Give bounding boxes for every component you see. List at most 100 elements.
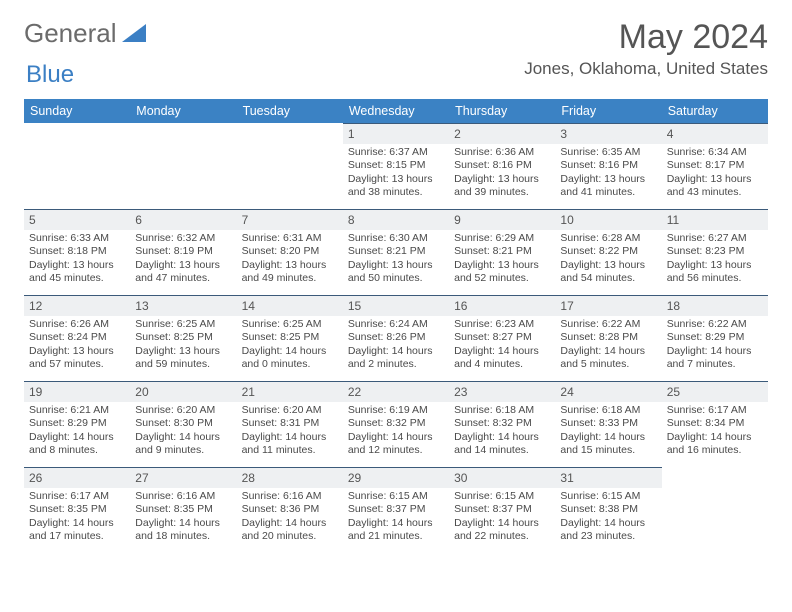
day-number: 25 [662,381,768,402]
day-number: 18 [662,295,768,316]
calendar-day-cell [662,467,768,553]
calendar-day-cell: 25Sunrise: 6:17 AMSunset: 8:34 PMDayligh… [662,381,768,467]
weekday-header: Thursday [449,99,555,123]
calendar-day-cell: 26Sunrise: 6:17 AMSunset: 8:35 PMDayligh… [24,467,130,553]
day-number: 15 [343,295,449,316]
brand-part1: General [24,18,117,49]
day-number: 22 [343,381,449,402]
calendar-day-cell: 12Sunrise: 6:26 AMSunset: 8:24 PMDayligh… [24,295,130,381]
calendar-day-cell: 2Sunrise: 6:36 AMSunset: 8:16 PMDaylight… [449,123,555,209]
day-number: 19 [24,381,130,402]
day-number: 14 [237,295,343,316]
calendar-day-cell: 15Sunrise: 6:24 AMSunset: 8:26 PMDayligh… [343,295,449,381]
weekday-header: Sunday [24,99,130,123]
day-details: Sunrise: 6:34 AMSunset: 8:17 PMDaylight:… [662,144,768,204]
day-details: Sunrise: 6:16 AMSunset: 8:36 PMDaylight:… [237,488,343,548]
day-number: 20 [130,381,236,402]
day-details: Sunrise: 6:17 AMSunset: 8:35 PMDaylight:… [24,488,130,548]
calendar-day-cell: 29Sunrise: 6:15 AMSunset: 8:37 PMDayligh… [343,467,449,553]
calendar-day-cell: 8Sunrise: 6:30 AMSunset: 8:21 PMDaylight… [343,209,449,295]
day-details: Sunrise: 6:25 AMSunset: 8:25 PMDaylight:… [130,316,236,376]
day-number: 23 [449,381,555,402]
day-number: 11 [662,209,768,230]
calendar-week-row: 5Sunrise: 6:33 AMSunset: 8:18 PMDaylight… [24,209,768,295]
day-number: 3 [555,123,661,144]
calendar-day-cell: 31Sunrise: 6:15 AMSunset: 8:38 PMDayligh… [555,467,661,553]
day-details: Sunrise: 6:18 AMSunset: 8:32 PMDaylight:… [449,402,555,462]
day-number: 21 [237,381,343,402]
calendar-day-cell: 6Sunrise: 6:32 AMSunset: 8:19 PMDaylight… [130,209,236,295]
location-text: Jones, Oklahoma, United States [524,59,768,79]
calendar-day-cell: 20Sunrise: 6:20 AMSunset: 8:30 PMDayligh… [130,381,236,467]
day-details: Sunrise: 6:36 AMSunset: 8:16 PMDaylight:… [449,144,555,204]
day-details: Sunrise: 6:31 AMSunset: 8:20 PMDaylight:… [237,230,343,290]
day-details: Sunrise: 6:19 AMSunset: 8:32 PMDaylight:… [343,402,449,462]
brand-triangle-icon [122,18,146,49]
weekday-header: Friday [555,99,661,123]
brand-part2: Blue [26,61,74,89]
calendar-day-cell [130,123,236,209]
day-details: Sunrise: 6:21 AMSunset: 8:29 PMDaylight:… [24,402,130,462]
day-number: 16 [449,295,555,316]
day-details: Sunrise: 6:37 AMSunset: 8:15 PMDaylight:… [343,144,449,204]
calendar-day-cell [24,123,130,209]
calendar-day-cell: 23Sunrise: 6:18 AMSunset: 8:32 PMDayligh… [449,381,555,467]
title-block: May 2024 Jones, Oklahoma, United States [524,18,768,79]
day-number: 10 [555,209,661,230]
day-details: Sunrise: 6:20 AMSunset: 8:30 PMDaylight:… [130,402,236,462]
day-number: 13 [130,295,236,316]
calendar-week-row: 26Sunrise: 6:17 AMSunset: 8:35 PMDayligh… [24,467,768,553]
day-number: 24 [555,381,661,402]
calendar-head: SundayMondayTuesdayWednesdayThursdayFrid… [24,99,768,123]
day-number: 28 [237,467,343,488]
calendar-day-cell: 10Sunrise: 6:28 AMSunset: 8:22 PMDayligh… [555,209,661,295]
day-number: 31 [555,467,661,488]
day-details: Sunrise: 6:23 AMSunset: 8:27 PMDaylight:… [449,316,555,376]
day-number: 2 [449,123,555,144]
day-details: Sunrise: 6:18 AMSunset: 8:33 PMDaylight:… [555,402,661,462]
day-details: Sunrise: 6:15 AMSunset: 8:37 PMDaylight:… [343,488,449,548]
day-number: 7 [237,209,343,230]
day-details: Sunrise: 6:28 AMSunset: 8:22 PMDaylight:… [555,230,661,290]
calendar-body: 1Sunrise: 6:37 AMSunset: 8:15 PMDaylight… [24,123,768,553]
day-number: 26 [24,467,130,488]
day-number: 6 [130,209,236,230]
brand-logo: General [24,18,148,49]
day-details: Sunrise: 6:15 AMSunset: 8:37 PMDaylight:… [449,488,555,548]
weekday-header: Tuesday [237,99,343,123]
day-details: Sunrise: 6:22 AMSunset: 8:29 PMDaylight:… [662,316,768,376]
weekday-header: Monday [130,99,236,123]
day-details: Sunrise: 6:32 AMSunset: 8:19 PMDaylight:… [130,230,236,290]
day-details: Sunrise: 6:24 AMSunset: 8:26 PMDaylight:… [343,316,449,376]
calendar-day-cell: 3Sunrise: 6:35 AMSunset: 8:16 PMDaylight… [555,123,661,209]
calendar-day-cell: 7Sunrise: 6:31 AMSunset: 8:20 PMDaylight… [237,209,343,295]
day-details: Sunrise: 6:26 AMSunset: 8:24 PMDaylight:… [24,316,130,376]
calendar-week-row: 19Sunrise: 6:21 AMSunset: 8:29 PMDayligh… [24,381,768,467]
day-details: Sunrise: 6:30 AMSunset: 8:21 PMDaylight:… [343,230,449,290]
day-details: Sunrise: 6:27 AMSunset: 8:23 PMDaylight:… [662,230,768,290]
day-number: 8 [343,209,449,230]
day-number: 30 [449,467,555,488]
day-details: Sunrise: 6:29 AMSunset: 8:21 PMDaylight:… [449,230,555,290]
calendar-day-cell: 17Sunrise: 6:22 AMSunset: 8:28 PMDayligh… [555,295,661,381]
day-details: Sunrise: 6:25 AMSunset: 8:25 PMDaylight:… [237,316,343,376]
calendar-day-cell: 4Sunrise: 6:34 AMSunset: 8:17 PMDaylight… [662,123,768,209]
calendar-day-cell: 11Sunrise: 6:27 AMSunset: 8:23 PMDayligh… [662,209,768,295]
day-number: 29 [343,467,449,488]
calendar-day-cell: 18Sunrise: 6:22 AMSunset: 8:29 PMDayligh… [662,295,768,381]
day-details: Sunrise: 6:20 AMSunset: 8:31 PMDaylight:… [237,402,343,462]
calendar-day-cell: 5Sunrise: 6:33 AMSunset: 8:18 PMDaylight… [24,209,130,295]
calendar-day-cell: 28Sunrise: 6:16 AMSunset: 8:36 PMDayligh… [237,467,343,553]
calendar-week-row: 1Sunrise: 6:37 AMSunset: 8:15 PMDaylight… [24,123,768,209]
calendar-day-cell: 1Sunrise: 6:37 AMSunset: 8:15 PMDaylight… [343,123,449,209]
calendar-day-cell: 16Sunrise: 6:23 AMSunset: 8:27 PMDayligh… [449,295,555,381]
weekday-header: Wednesday [343,99,449,123]
calendar-day-cell: 22Sunrise: 6:19 AMSunset: 8:32 PMDayligh… [343,381,449,467]
day-number: 9 [449,209,555,230]
calendar-day-cell: 14Sunrise: 6:25 AMSunset: 8:25 PMDayligh… [237,295,343,381]
day-details: Sunrise: 6:17 AMSunset: 8:34 PMDaylight:… [662,402,768,462]
day-number: 1 [343,123,449,144]
day-number: 12 [24,295,130,316]
calendar-day-cell: 27Sunrise: 6:16 AMSunset: 8:35 PMDayligh… [130,467,236,553]
calendar-day-cell [237,123,343,209]
